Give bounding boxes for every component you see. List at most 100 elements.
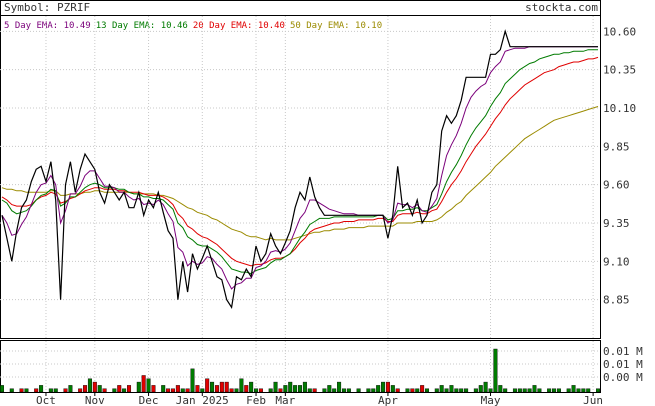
volume-bar	[464, 388, 469, 393]
volume-bar	[24, 388, 29, 393]
volume-bar	[512, 388, 517, 393]
volume-bar	[63, 388, 68, 393]
volume-bar	[249, 381, 254, 393]
series-line-price	[1, 29, 598, 309]
volume-bar	[332, 388, 337, 393]
price-tick-label: 10.35	[603, 64, 636, 77]
volume-bar	[273, 381, 278, 393]
date-tick-label: Jun	[583, 394, 603, 406]
volume-bar	[117, 385, 122, 393]
price-grid	[0, 16, 600, 392]
volume-bar	[449, 385, 454, 393]
volume-bar	[488, 388, 493, 393]
volume-bar	[337, 381, 342, 393]
volume-bar	[278, 388, 283, 393]
volume-bar	[527, 388, 532, 393]
date-tick-label: Oct	[36, 394, 56, 406]
volume-bar	[322, 388, 327, 393]
volume-bar	[92, 381, 97, 393]
volume-tick-label: 0.00 M	[603, 371, 643, 384]
volume-bar	[586, 388, 591, 393]
volume-bar	[141, 375, 146, 393]
volume-bar	[425, 388, 430, 393]
volume-bar	[566, 388, 571, 393]
volume-bar	[53, 388, 58, 393]
volume-bar	[547, 388, 552, 393]
volume-bar	[410, 388, 415, 393]
site-label: stockta.com	[525, 1, 598, 14]
date-axis: Oct Nov Dec Jan 2025 Feb Mar Apr May Jun	[36, 392, 603, 406]
legend-entry: 50 Day EMA: 10.10	[290, 21, 382, 31]
volume-bar	[415, 388, 420, 393]
volume-bar	[68, 385, 73, 393]
volume-bar	[0, 385, 4, 393]
volume-bar	[283, 385, 288, 393]
volume-bar	[302, 381, 307, 393]
volume-bar	[459, 388, 464, 393]
series-line-13-day-ema	[1, 49, 598, 275]
date-tick-label: Apr	[378, 394, 398, 406]
volume-bar	[395, 388, 400, 393]
date-tick-label: Jan 2025	[176, 394, 229, 406]
volume-bar	[190, 368, 195, 393]
volume-bar	[571, 385, 576, 393]
volume-bar	[166, 388, 171, 393]
price-axis: 10.60 10.35 10.10 9.85 9.60 9.35 9.10 8.85	[603, 25, 636, 306]
volume-bar	[146, 378, 151, 393]
volume-bar	[127, 385, 132, 393]
volume-bar	[483, 381, 488, 393]
volume-bar	[381, 381, 386, 393]
price-tick-label: 9.35	[603, 217, 630, 230]
volume-bar	[385, 381, 390, 393]
volume-tick-label: 0.01 M	[603, 345, 643, 358]
volume-bar	[170, 388, 175, 393]
volume-bar	[234, 388, 239, 393]
series-line-50-day-ema	[1, 106, 599, 241]
price-panel-frame	[0, 0, 601, 339]
series-line-20-day-ema	[1, 56, 599, 267]
volume-bar	[185, 388, 190, 393]
volume-bar	[34, 388, 39, 393]
volume-bar	[405, 388, 410, 393]
date-tick-label: Mar	[275, 394, 295, 406]
volume-bar	[522, 388, 527, 393]
volume-bar	[136, 381, 141, 393]
volume-bar	[576, 388, 581, 393]
volume-bar	[312, 388, 317, 393]
series-line-5-day-ema	[1, 46, 598, 290]
price-tick-label: 10.60	[603, 25, 636, 38]
volume-bar	[122, 388, 127, 393]
volume-bar	[552, 388, 557, 393]
volume-bar	[493, 348, 498, 393]
volume-bar	[239, 378, 244, 393]
volume-bar	[390, 385, 395, 393]
volume-bar	[473, 388, 478, 393]
volume-bar	[420, 385, 425, 393]
volume-bar	[346, 388, 351, 393]
volume-bar	[102, 388, 107, 393]
volume-bar	[97, 385, 102, 393]
volume-bar	[288, 381, 293, 393]
legend-entry: 5 Day EMA: 10.49	[4, 21, 91, 31]
volume-panel-frame	[0, 340, 601, 393]
volume-bar	[478, 385, 483, 393]
volume-bar	[356, 388, 361, 393]
volume-bar	[244, 385, 249, 393]
volume-bar	[503, 388, 508, 393]
volume-bar	[366, 388, 371, 393]
volume-bar	[498, 385, 503, 393]
volume-bar	[180, 388, 185, 393]
legend-entry: 13 Day EMA: 10.46	[96, 21, 188, 31]
volume-bar	[200, 388, 205, 393]
volume-bars	[0, 348, 601, 393]
price-tick-label: 10.10	[603, 102, 636, 115]
volume-grid	[0, 350, 600, 378]
volume-bar	[219, 381, 224, 393]
volume-bar	[161, 385, 166, 393]
volume-bar	[9, 388, 14, 393]
volume-tick-label: 0.01 M	[603, 358, 643, 371]
volume-bar	[581, 388, 586, 393]
volume-axis: 0.01 M0.01 M0.00 M	[603, 345, 643, 384]
volume-bar	[444, 388, 449, 393]
